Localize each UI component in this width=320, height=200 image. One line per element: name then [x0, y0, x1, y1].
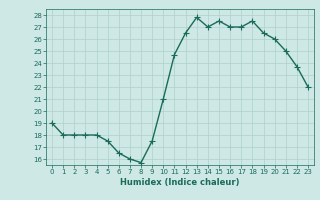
X-axis label: Humidex (Indice chaleur): Humidex (Indice chaleur) — [120, 178, 240, 187]
